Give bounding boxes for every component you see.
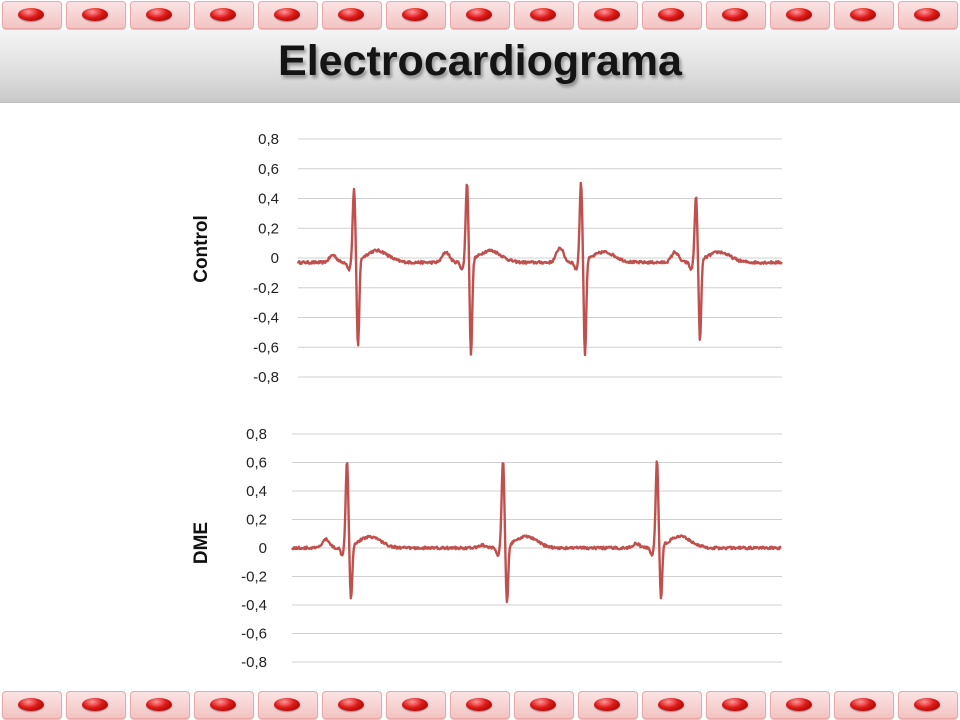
red-bead-icon (850, 8, 876, 21)
border-tile (898, 1, 958, 29)
border-tile (194, 691, 254, 719)
y-tick-label: -0,6 (253, 339, 279, 356)
top-decorative-border (0, 0, 960, 30)
border-tile (770, 1, 830, 29)
y-tick-label: 0 (259, 540, 267, 557)
ecg-trace (296, 181, 783, 357)
red-bead-icon (210, 8, 236, 21)
red-bead-icon (466, 698, 492, 711)
red-bead-icon (402, 698, 428, 711)
red-bead-icon (594, 8, 620, 21)
red-bead-icon (18, 8, 44, 21)
border-tile (642, 691, 702, 719)
y-tick-label: -0,8 (241, 654, 267, 671)
border-tile (322, 1, 382, 29)
y-tick-label: 0,6 (258, 161, 279, 178)
border-tile (514, 691, 574, 719)
y-tick-label: 0,6 (246, 455, 267, 472)
red-bead-icon (722, 8, 748, 21)
border-tile (770, 691, 830, 719)
y-tick-label: -0,2 (253, 280, 279, 297)
red-bead-icon (914, 698, 940, 711)
border-tile (578, 691, 638, 719)
border-tile (66, 1, 126, 29)
border-tile (706, 691, 766, 719)
border-tile (130, 1, 190, 29)
ecg-trace (290, 460, 782, 604)
red-bead-icon (402, 8, 428, 21)
y-tick-label: -0,4 (253, 310, 279, 327)
border-tile (66, 691, 126, 719)
red-bead-icon (658, 8, 684, 21)
panel-label-dme: DME (191, 522, 212, 564)
y-tick-label: 0,2 (246, 512, 267, 529)
border-tile (194, 1, 254, 29)
y-tick-label: 0,8 (258, 131, 279, 148)
border-tile (2, 1, 62, 29)
red-bead-icon (274, 8, 300, 21)
red-bead-icon (18, 698, 44, 711)
border-tile (834, 691, 894, 719)
border-tile (258, 691, 318, 719)
border-tile (834, 1, 894, 29)
border-tile (514, 1, 574, 29)
red-bead-icon (82, 698, 108, 711)
border-tile (642, 1, 702, 29)
red-bead-icon (530, 698, 556, 711)
y-tick-label: 0,8 (246, 426, 267, 443)
bottom-decorative-border (0, 690, 960, 720)
border-tile (2, 691, 62, 719)
red-bead-icon (914, 8, 940, 21)
red-bead-icon (594, 698, 620, 711)
border-tile (706, 1, 766, 29)
y-tick-label: -0,6 (241, 626, 267, 643)
red-bead-icon (338, 698, 364, 711)
border-tile (258, 1, 318, 29)
ecg-panel-control: 0,8 0,6 0,4 0,2 0 -0,2 -0,4 -0,6 -0,8 Control (191, 131, 783, 386)
y-tick-label: 0,4 (258, 191, 279, 208)
border-tile (578, 1, 638, 29)
border-tile (450, 1, 510, 29)
panel-label-control: Control (191, 215, 212, 283)
red-bead-icon (210, 698, 236, 711)
border-tile (386, 1, 446, 29)
border-tile (386, 691, 446, 719)
red-bead-icon (786, 698, 812, 711)
red-bead-icon (850, 698, 876, 711)
red-bead-icon (658, 698, 684, 711)
y-tick-label: -0,2 (241, 569, 267, 586)
border-tile (898, 691, 958, 719)
red-bead-icon (466, 8, 492, 21)
title-band (0, 30, 960, 103)
red-bead-icon (722, 698, 748, 711)
y-tick-label: -0,4 (241, 597, 267, 614)
border-tile (322, 691, 382, 719)
red-bead-icon (338, 8, 364, 21)
page-title: Electrocardiograma (278, 37, 682, 85)
red-bead-icon (786, 8, 812, 21)
y-tick-label: 0,2 (258, 220, 279, 237)
y-tick-label: 0 (271, 250, 279, 267)
border-tile (130, 691, 190, 719)
red-bead-icon (82, 8, 108, 21)
red-bead-icon (530, 8, 556, 21)
red-bead-icon (146, 698, 172, 711)
border-tile (450, 691, 510, 719)
ecg-panel-dme: 0,8 0,6 0,4 0,2 0 -0,2 -0,4 -0,6 -0,8 DME (191, 426, 782, 671)
y-tick-label: 0,4 (246, 483, 267, 500)
red-bead-icon (274, 698, 300, 711)
y-tick-label: -0,8 (253, 369, 279, 386)
red-bead-icon (146, 8, 172, 21)
